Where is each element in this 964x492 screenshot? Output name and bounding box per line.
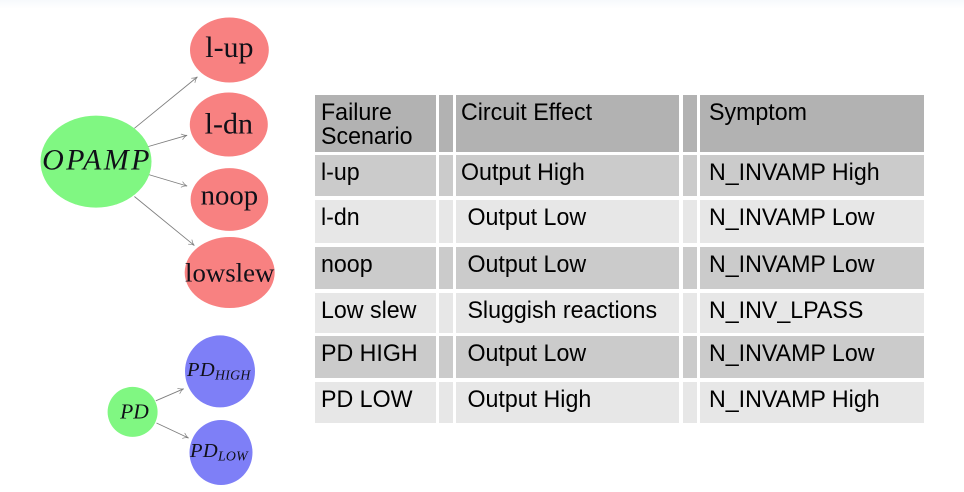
svg-text:PD: PD [119,400,149,424]
svg-text:lowslew: lowslew [185,257,275,287]
svg-text:l-dn: l-dn [205,107,253,140]
svg-text:OPAMP: OPAMP [42,144,152,177]
svg-text:noop: noop [201,180,259,212]
svg-text:l-up: l-up [205,31,253,64]
